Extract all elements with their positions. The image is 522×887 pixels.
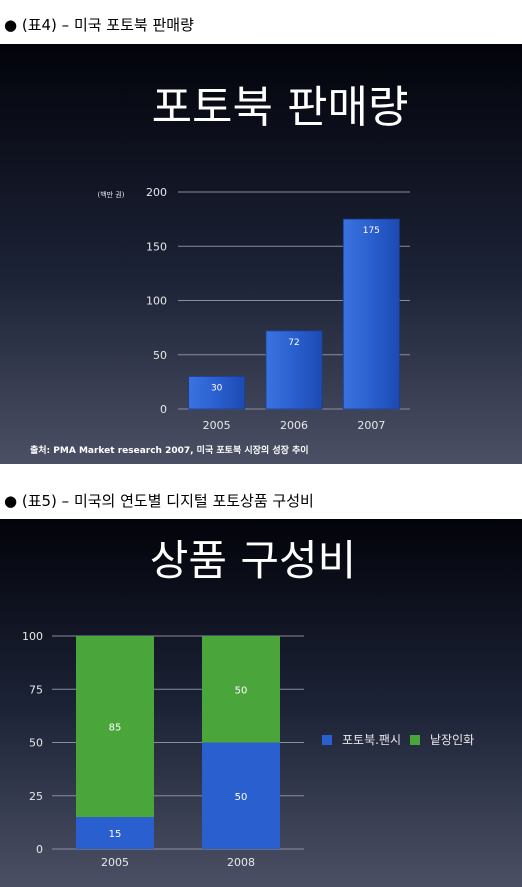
legend-label: 포토북.팬시 xyxy=(342,733,401,747)
y-tick-label: 150 xyxy=(146,240,167,253)
chart-panel-composition: 상품 구성비 0 25 50 75 100 15 85 2005 50 50 2008 포토북.팬… xyxy=(0,519,522,887)
data-label: 50 xyxy=(235,685,248,696)
composition-stacked-chart: 상품 구성비 0 25 50 75 100 15 85 2005 50 50 2008 포토북.팬… xyxy=(0,519,522,887)
chart-title: 포토북 판매량 xyxy=(152,82,409,133)
data-label: 72 xyxy=(288,338,299,348)
x-tick-label: 2005 xyxy=(203,419,231,432)
y-tick-label: 50 xyxy=(153,349,167,362)
caption-table4: ● (표4) – 미국 포토북 판매량 xyxy=(4,16,194,34)
x-tick-label: 2005 xyxy=(101,856,129,869)
bar-2007 xyxy=(342,218,400,410)
sales-bar-chart: 포토북 판매량 (백만 권) 0 50 100 150 200 30 2005 72 2006… xyxy=(0,44,522,464)
segment-2008-포토북.팬시 xyxy=(202,742,280,849)
y-tick-label: 100 xyxy=(22,630,43,643)
x-tick-label: 2006 xyxy=(280,419,308,432)
legend-swatch xyxy=(322,735,332,745)
data-label: 30 xyxy=(211,383,223,393)
legend-swatch xyxy=(410,735,420,745)
chart-panel-sales: 포토북 판매량 (백만 권) 0 50 100 150 200 30 2005 72 2006… xyxy=(0,44,522,464)
legend-label: 낱장인화 xyxy=(430,733,474,747)
x-tick-label: 2007 xyxy=(357,419,385,432)
x-tick-label: 2008 xyxy=(227,856,255,869)
source-note: 출처: PMA Market research 2007, 미국 포토북 시장의… xyxy=(30,444,309,456)
data-label: 50 xyxy=(235,792,248,803)
segment-2008-낱장인화 xyxy=(202,636,280,743)
bar-2005 xyxy=(188,376,246,410)
segment-2005-포토북.팬시 xyxy=(76,817,154,849)
y-tick-label: 0 xyxy=(160,403,167,416)
y-tick-label: 50 xyxy=(29,737,43,750)
chart-title: 상품 구성비 xyxy=(150,536,357,585)
y-tick-label: 75 xyxy=(29,683,43,696)
unit-label: (백만 권) xyxy=(97,190,124,199)
caption-table5: ● (표5) – 미국의 연도별 디지털 포토상품 구성비 xyxy=(4,492,314,510)
bar-2006 xyxy=(265,330,323,410)
segment-2005-낱장인화 xyxy=(76,636,154,818)
y-tick-label: 100 xyxy=(146,295,167,308)
y-tick-label: 200 xyxy=(146,186,167,199)
chart-background xyxy=(0,44,522,464)
y-tick-label: 25 xyxy=(29,790,43,803)
data-label: 175 xyxy=(363,226,380,236)
legend: 포토북.팬시 낱장인화 xyxy=(322,733,474,747)
data-label: 15 xyxy=(109,829,122,840)
data-label: 85 xyxy=(109,723,122,734)
y-tick-label: 0 xyxy=(36,843,43,856)
